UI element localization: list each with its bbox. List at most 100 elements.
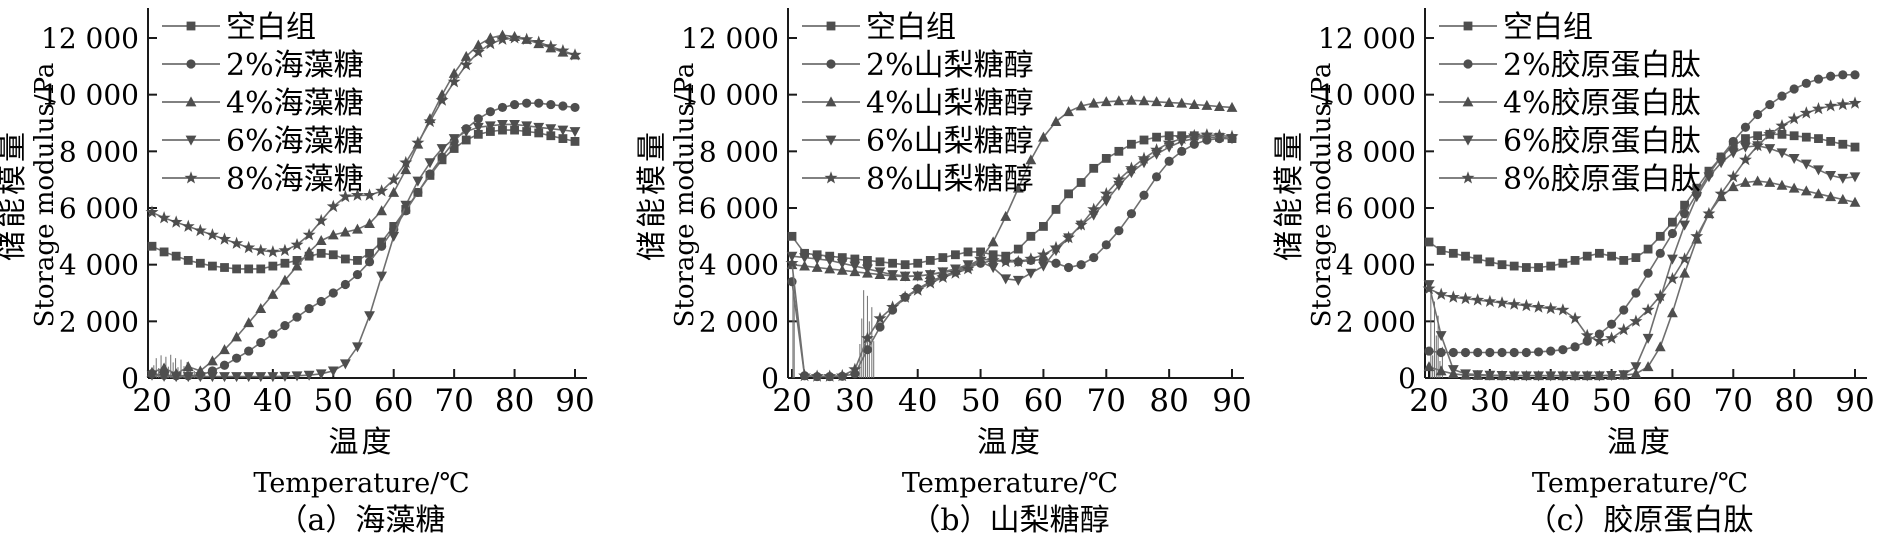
y-tick-label: 4 000 bbox=[699, 249, 779, 282]
marker-star bbox=[1641, 303, 1655, 316]
y-tick-label: 8 000 bbox=[699, 135, 779, 168]
marker-circle bbox=[340, 279, 350, 290]
legend-item: 2%胶原蛋白肽 bbox=[1439, 48, 1701, 83]
marker-triangle-down bbox=[182, 372, 194, 383]
marker-triangle-up bbox=[1423, 361, 1435, 372]
marker-square bbox=[280, 258, 290, 268]
marker-star bbox=[1653, 289, 1667, 302]
marker-star bbox=[351, 188, 364, 201]
legend-item: 6%山梨糖醇 bbox=[802, 124, 1034, 159]
legend-item: 6%海藻糖 bbox=[162, 124, 364, 159]
marker-triangle-up bbox=[799, 260, 810, 271]
marker-square bbox=[256, 264, 266, 274]
x-axis-label-zh: 温度 bbox=[1607, 425, 1673, 460]
marker-square bbox=[976, 247, 985, 257]
marker-star bbox=[810, 369, 824, 382]
marker-star bbox=[1580, 328, 1594, 341]
marker-triangle-down bbox=[1460, 369, 1471, 380]
marker-star bbox=[1213, 128, 1226, 141]
marker-circle bbox=[352, 269, 363, 280]
marker-triangle-down bbox=[1618, 370, 1630, 381]
marker-triangle-down bbox=[569, 127, 581, 138]
marker-square bbox=[232, 264, 241, 274]
marker-triangle-down bbox=[521, 121, 533, 132]
marker-triangle-down bbox=[231, 372, 242, 383]
marker-triangle-up bbox=[1226, 101, 1238, 112]
marker-circle bbox=[1558, 345, 1568, 355]
marker-circle bbox=[232, 353, 242, 363]
marker-triangle-down bbox=[460, 127, 472, 138]
marker-triangle-up bbox=[825, 96, 837, 107]
marker-star bbox=[1150, 143, 1163, 156]
marker-circle bbox=[268, 329, 278, 339]
y-tick-label: 12 000 bbox=[681, 22, 779, 55]
marker-triangle-up bbox=[1849, 196, 1861, 207]
marker-square bbox=[1473, 254, 1483, 264]
marker-square bbox=[498, 125, 507, 135]
x-tick-label: 80 bbox=[1774, 383, 1813, 419]
marker-star bbox=[1824, 99, 1838, 112]
marker-star bbox=[1175, 131, 1189, 145]
marker-star bbox=[1666, 272, 1679, 285]
marker-star bbox=[898, 290, 912, 303]
marker-triangle-up bbox=[1012, 182, 1024, 193]
chart-panel-b: 0 2 000 4 000 6 000 8 000 10 000 12 000 20 30 40 5… bbox=[600, 0, 1250, 535]
marker-triangle-down bbox=[1776, 148, 1788, 159]
y-axis-label-zh: 储能模量 bbox=[635, 129, 670, 261]
marker-star bbox=[1556, 303, 1570, 316]
marker-circle bbox=[186, 59, 196, 69]
marker-circle bbox=[1485, 347, 1495, 358]
marker-triangle-down bbox=[376, 271, 388, 282]
marker-star bbox=[873, 311, 887, 324]
marker-circle bbox=[546, 99, 556, 110]
marker-triangle-down bbox=[303, 370, 315, 381]
marker-star bbox=[1836, 97, 1850, 111]
marker-circle bbox=[570, 102, 580, 113]
marker-star bbox=[1099, 187, 1113, 200]
series-triangle-down bbox=[146, 120, 581, 383]
y-tick-label: 4 000 bbox=[1336, 249, 1416, 282]
marker-star bbox=[911, 283, 925, 296]
marker-star bbox=[1848, 96, 1862, 109]
marker-triangle-up bbox=[219, 344, 230, 355]
y-tick-label: 12 000 bbox=[1318, 22, 1416, 55]
chart-panel-a: 0 2 000 4 000 6 000 8 000 10 000 12 000 20 30 40 5… bbox=[0, 0, 600, 535]
x-axis-label-zh: 温度 bbox=[977, 425, 1043, 460]
marker-square bbox=[863, 256, 872, 265]
legend-item: 8%胶原蛋白肽 bbox=[1439, 162, 1701, 197]
marker-square bbox=[558, 134, 568, 143]
marker-triangle-up bbox=[1188, 98, 1200, 109]
x-axis-label-en: Temperature/℃ bbox=[1532, 468, 1748, 499]
marker-circle bbox=[316, 296, 326, 307]
marker-star bbox=[1495, 296, 1509, 309]
series-star bbox=[1422, 96, 1862, 347]
y-tick-label: 10 000 bbox=[41, 79, 139, 112]
marker-triangle-up bbox=[1075, 100, 1087, 111]
x-tick-label: 20 bbox=[772, 383, 811, 419]
marker-square bbox=[1089, 163, 1099, 173]
x-tick-label: 50 bbox=[314, 383, 353, 419]
marker-circle bbox=[413, 187, 423, 198]
x-tick-label: 50 bbox=[1592, 383, 1631, 419]
marker-circle bbox=[1826, 71, 1836, 81]
marker-circle bbox=[1801, 78, 1811, 88]
marker-triangle-down bbox=[424, 158, 436, 169]
marker-triangle-down bbox=[472, 122, 484, 133]
marker-triangle-up bbox=[1088, 97, 1100, 108]
marker-square bbox=[938, 253, 948, 262]
x-tick-label: 90 bbox=[1835, 383, 1874, 419]
legend-label: 4%胶原蛋白肽 bbox=[1503, 86, 1701, 121]
marker-square bbox=[837, 253, 847, 262]
x-tick-label: 30 bbox=[835, 383, 874, 419]
marker-circle bbox=[1546, 346, 1556, 356]
marker-square bbox=[328, 250, 338, 260]
x-tick-label: 90 bbox=[555, 383, 594, 419]
marker-star bbox=[411, 136, 425, 149]
marker-star bbox=[1519, 298, 1533, 312]
marker-triangle-down bbox=[1100, 196, 1112, 207]
marker-triangle-down bbox=[1837, 173, 1849, 184]
marker-triangle-up bbox=[1800, 185, 1812, 196]
marker-star bbox=[544, 39, 558, 52]
marker-square bbox=[316, 248, 326, 258]
marker-circle bbox=[862, 345, 873, 355]
